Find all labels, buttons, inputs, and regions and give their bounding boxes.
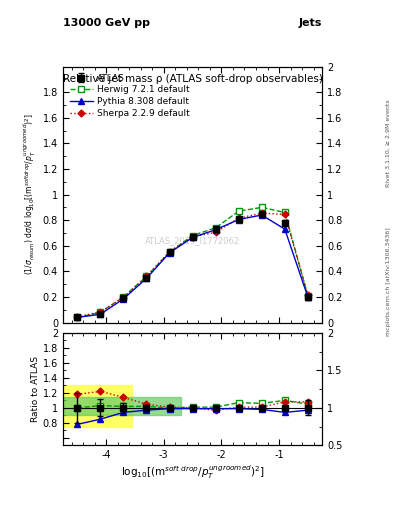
- Pythia 8.308 default: [236, 217, 241, 223]
- Pythia 8.308 default: [305, 294, 310, 300]
- Sherpa 2.2.9 default: [236, 215, 241, 221]
- Herwig 7.2.1 default: [98, 309, 103, 315]
- Pythia 8.308 default: [144, 275, 149, 282]
- Sherpa 2.2.9 default: [75, 314, 80, 320]
- Herwig 7.2.1 default: [75, 314, 80, 321]
- Herwig 7.2.1 default: [121, 294, 126, 300]
- Pythia 8.308 default: [190, 234, 195, 241]
- Pythia 8.308 default: [213, 227, 218, 233]
- Sherpa 2.2.9 default: [121, 294, 126, 301]
- Sherpa 2.2.9 default: [167, 248, 172, 254]
- Sherpa 2.2.9 default: [259, 210, 264, 216]
- Line: Sherpa 2.2.9 default: Sherpa 2.2.9 default: [75, 211, 310, 319]
- Text: 13000 GeV pp: 13000 GeV pp: [63, 18, 150, 28]
- Text: ATLAS_2019_I1772062: ATLAS_2019_I1772062: [145, 236, 240, 245]
- Herwig 7.2.1 default: [190, 232, 195, 239]
- Sherpa 2.2.9 default: [144, 273, 149, 280]
- Y-axis label: $(1/\sigma_{resum})$ d$\sigma$/d log$_{10}$[(m$^{soft drop}$/$p_T^{ungroomed}$)$: $(1/\sigma_{resum})$ d$\sigma$/d log$_{1…: [22, 114, 39, 275]
- Sherpa 2.2.9 default: [213, 229, 218, 236]
- Pythia 8.308 default: [98, 311, 103, 317]
- Herwig 7.2.1 default: [283, 209, 287, 216]
- Pythia 8.308 default: [75, 314, 80, 321]
- Text: mcplots.cern.ch [arXiv:1306.3436]: mcplots.cern.ch [arXiv:1306.3436]: [386, 227, 391, 336]
- Line: Pythia 8.308 default: Pythia 8.308 default: [74, 212, 311, 321]
- Herwig 7.2.1 default: [305, 293, 310, 299]
- Pythia 8.308 default: [167, 250, 172, 256]
- Text: Jets: Jets: [299, 18, 322, 28]
- Line: Herwig 7.2.1 default: Herwig 7.2.1 default: [74, 204, 311, 321]
- Text: Relative jet mass ρ (ATLAS soft-drop observables): Relative jet mass ρ (ATLAS soft-drop obs…: [62, 74, 323, 84]
- Sherpa 2.2.9 default: [305, 292, 310, 298]
- Pythia 8.308 default: [121, 296, 126, 302]
- Y-axis label: Ratio to ATLAS: Ratio to ATLAS: [31, 356, 40, 422]
- Herwig 7.2.1 default: [259, 204, 264, 210]
- Herwig 7.2.1 default: [236, 208, 241, 214]
- Herwig 7.2.1 default: [213, 225, 218, 231]
- Text: Rivet 3.1.10, ≥ 2.9M events: Rivet 3.1.10, ≥ 2.9M events: [386, 99, 391, 187]
- Sherpa 2.2.9 default: [98, 309, 103, 315]
- Pythia 8.308 default: [283, 226, 287, 232]
- Legend: ATLAS, Herwig 7.2.1 default, Pythia 8.308 default, Sherpa 2.2.9 default: ATLAS, Herwig 7.2.1 default, Pythia 8.30…: [67, 71, 193, 121]
- X-axis label: log$_{10}$[(m$^{soft\ drop}$/$p_T^{ungroomed}$)$^2$]: log$_{10}$[(m$^{soft\ drop}$/$p_T^{ungro…: [121, 463, 264, 481]
- Pythia 8.308 default: [259, 212, 264, 218]
- Sherpa 2.2.9 default: [283, 211, 287, 218]
- Sherpa 2.2.9 default: [190, 233, 195, 240]
- Herwig 7.2.1 default: [167, 249, 172, 255]
- Herwig 7.2.1 default: [144, 273, 149, 280]
